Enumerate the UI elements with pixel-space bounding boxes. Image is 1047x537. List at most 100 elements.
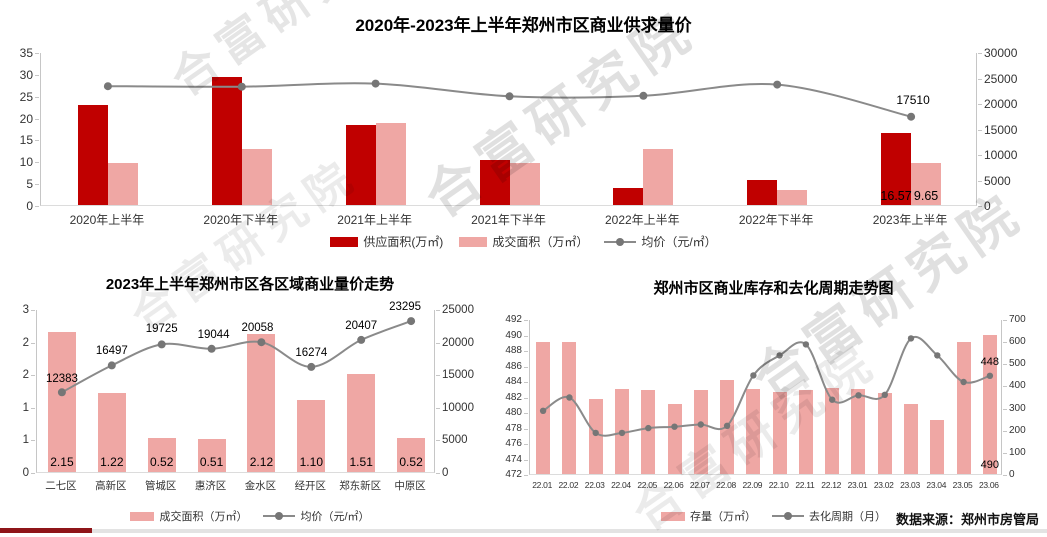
axis-tick (35, 162, 39, 164)
y-axis-tick-label: 15000 (984, 122, 1018, 137)
bar-series-0 (479, 160, 510, 205)
y-axis-tick-label: 500 (1009, 358, 1026, 370)
axis-tick (436, 407, 440, 409)
axis-tick (35, 184, 39, 186)
bar-series-0 (825, 388, 840, 474)
y-axis-tick-label: 10000 (442, 401, 474, 414)
axis-tick (524, 413, 528, 414)
line-marker (881, 391, 888, 398)
line-marker (639, 91, 648, 100)
axis-tick (31, 407, 35, 409)
axis-tick (31, 342, 35, 344)
axis-tick (524, 444, 528, 445)
line-marker (307, 362, 316, 371)
bar-value-label: 1.22 (100, 455, 124, 469)
y-axis-tick-label: 480 (505, 407, 522, 418)
line-marker (107, 361, 116, 370)
x-axis-label: 23.05 (952, 480, 973, 490)
line-value-label: 16274 (295, 346, 328, 359)
chart-title: 2020年-2023年上半年郑州市区商业供求量价 (355, 16, 692, 35)
legend-label: 均价（元/㎡） (300, 511, 370, 523)
trend-line (103, 79, 916, 121)
bar-value-label: 2.12 (249, 455, 274, 469)
y-axis-tick-label: 486 (505, 360, 522, 372)
axis-tick (1003, 342, 1007, 344)
legend-item: 去化周期（月） (772, 508, 886, 524)
line-marker (855, 392, 862, 399)
line-marker (829, 396, 836, 403)
footer-accent-bar (0, 528, 92, 533)
line-marker (934, 352, 941, 359)
bar-series-0 (877, 393, 892, 474)
bar-value-label: 0.52 (150, 455, 174, 469)
y-axis-tick-label: 0 (1009, 469, 1015, 480)
line-marker (207, 344, 216, 353)
legend-item: 成交面积（万㎡） (130, 508, 247, 524)
plot-area: 16.57 9.65 17510 (40, 53, 977, 206)
x-axis-label: 22.11 (795, 480, 815, 490)
y-axis-tick-label: 30 (19, 67, 33, 82)
axis-tick (35, 140, 39, 142)
legend-bar-swatch (661, 511, 685, 521)
y-axis-tick-label: 0 (442, 467, 449, 479)
data-source-label: 数据来源：郑州市房管局 (895, 512, 1039, 527)
x-axis-label: 22.08 (716, 480, 736, 490)
axis-tick (1003, 386, 1007, 388)
y-axis-tick-label: 2 (22, 336, 29, 349)
y-axis-tick-label: 300 (1009, 402, 1026, 414)
bar-value-label: 1.51 (349, 455, 373, 469)
bar-value-label: 490 (980, 459, 1000, 471)
x-axis-label: 23.01 (847, 480, 868, 490)
legend-line-marker (275, 512, 284, 520)
axis-tick (1003, 452, 1007, 454)
x-axis-label: 22.01 (532, 480, 553, 490)
bar-series-0 (881, 132, 912, 205)
legend-item: 存量（万㎡） (661, 508, 756, 524)
chart-district-volume-price: 2023年上半年郑州市区各区域商业量价走势 2.15 1.22 0.52 0.51 2.… (0, 262, 500, 537)
bar-series-0 (798, 390, 813, 474)
y-axis-tick-label: 484 (505, 376, 522, 387)
y-axis-tick-label: 1 (22, 401, 29, 414)
line-marker (802, 341, 810, 348)
bar-series-0 (747, 180, 778, 205)
axis-tick (1003, 320, 1007, 321)
x-axis-label: 管城区 (144, 480, 177, 492)
x-axis-label: 22.03 (584, 480, 605, 490)
line-marker (907, 335, 915, 342)
chart-supply-demand-price: 2020年-2023年上半年郑州市区商业供求量价 16.57 9.65 17510 … (0, 0, 1047, 262)
y-axis-tick-label: 3 (22, 304, 29, 316)
axis-tick (524, 428, 528, 430)
bar-series-0 (641, 390, 656, 474)
line-value-label: 16497 (95, 345, 128, 358)
line-marker (618, 429, 626, 437)
y-axis-tick-label: 492 (505, 314, 522, 325)
axis-tick (35, 96, 39, 98)
x-axis-label: 2021年上半年 (337, 213, 412, 227)
bar-series-0 (347, 373, 376, 472)
line-marker (723, 422, 731, 429)
bar-series-0 (345, 125, 376, 205)
bar-series-0 (613, 187, 644, 205)
x-axis-label: 22.07 (689, 480, 710, 490)
axis-tick (1003, 475, 1007, 476)
legend-bar-swatch (459, 236, 488, 247)
bar-series-0 (772, 391, 787, 474)
bar-series-0 (247, 333, 276, 472)
bar-series-1 (375, 123, 406, 205)
bar-series-0 (97, 392, 126, 472)
line-value-label: 12383 (45, 373, 78, 386)
bar-series-1 (911, 162, 942, 205)
x-axis-label: 经开区 (294, 480, 327, 492)
y-axis-tick-label: 25 (19, 89, 33, 104)
y-axis-tick-label: 2 (22, 369, 29, 382)
axis-tick (31, 375, 35, 377)
x-axis-label: 23.02 (873, 480, 894, 490)
x-axis-label: 二七区 (45, 480, 77, 492)
y-axis-tick-label: 25000 (442, 304, 474, 316)
bar-value-label: 2.15 (50, 455, 74, 469)
chart-title: 2023年上半年郑州市区各区域商业量价走势 (105, 276, 395, 293)
axis-tick (978, 129, 982, 131)
y-axis-tick-label: 0 (22, 467, 29, 479)
x-axis-label: 22.12 (821, 480, 842, 490)
